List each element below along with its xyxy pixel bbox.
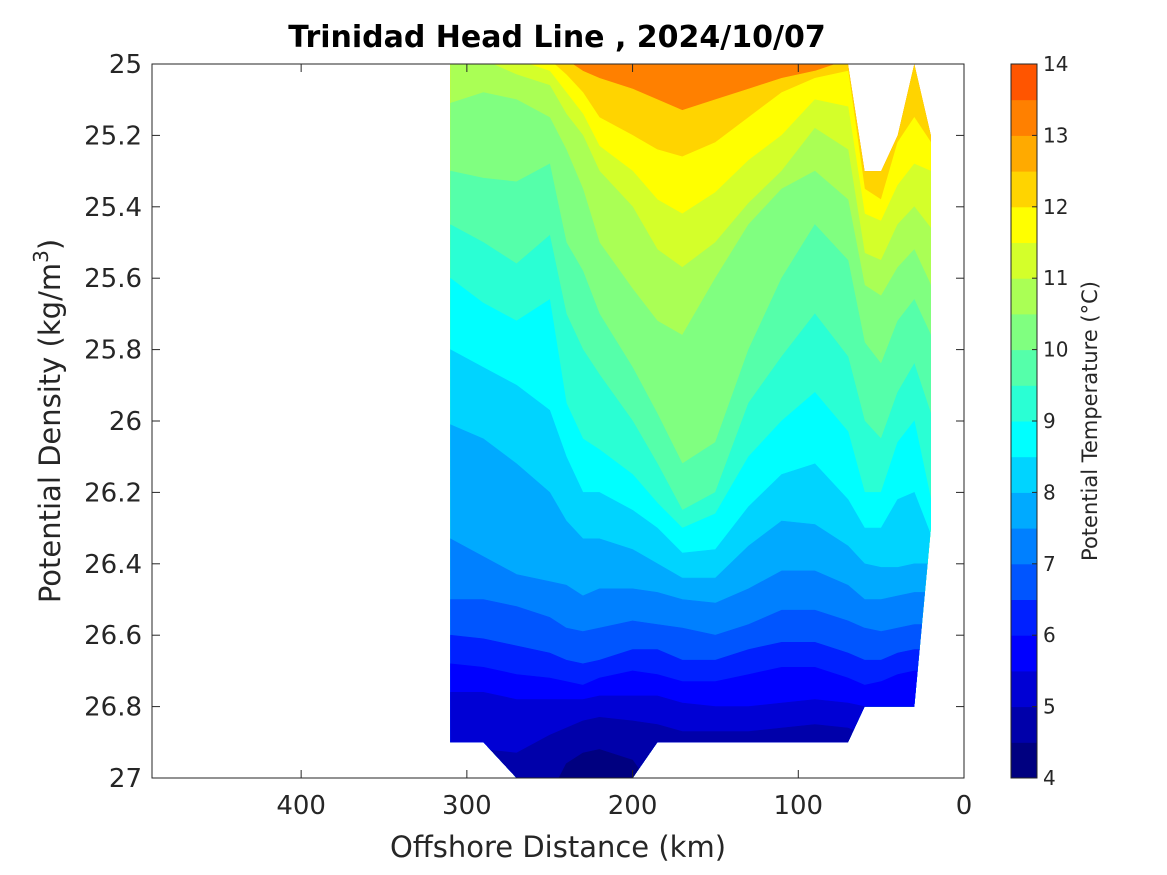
y-tick-label: 26.8: [84, 693, 142, 723]
y-tick-label: 25.8: [84, 336, 142, 366]
colorbar-segment: [1011, 242, 1037, 279]
x-axis-title: Offshore Distance (km): [390, 830, 726, 864]
colorbar-tick-label: 14: [1043, 52, 1068, 76]
colorbar-segment: [1011, 64, 1037, 101]
contour-bands: [450, 64, 931, 778]
colorbar-tick-label: 6: [1043, 623, 1056, 647]
x-tick-label: 200: [608, 791, 658, 821]
y-tick-label: 26.2: [84, 478, 142, 508]
colorbar-segment: [1011, 171, 1037, 208]
y-tick-label: 26: [109, 407, 142, 437]
colorbar-segment: [1011, 349, 1037, 386]
x-tick-label: 300: [442, 791, 492, 821]
colorbar-segment: [1011, 135, 1037, 172]
y-axis-title: Potential Density (kg/m3): [29, 239, 67, 603]
colorbar-segment: [1011, 635, 1037, 672]
colorbar-segment: [1011, 742, 1037, 779]
y-tick-label: 25.2: [84, 121, 142, 151]
colorbar-segment: [1011, 706, 1037, 743]
colorbar-title: Potential Temperature (°C): [1078, 281, 1102, 561]
y-axis-title-close: ): [33, 239, 67, 250]
x-axis: 400 300 200 100 0: [276, 64, 972, 821]
y-tick-label: 25.4: [84, 193, 142, 223]
y-axis-title-main: Potential Density (kg/m: [33, 263, 67, 603]
colorbar-segment: [1011, 421, 1037, 458]
colorbar-segment: [1011, 313, 1037, 351]
colorbar-tick-label: 10: [1043, 338, 1068, 362]
y-tick-label: 26.4: [84, 550, 142, 580]
chart-title: Trinidad Head Line , 2024/10/07: [288, 20, 825, 55]
y-axis-title-superscript: 3: [29, 250, 53, 263]
colorbar-tick-label: 12: [1043, 195, 1068, 219]
y-tick-label: 26.6: [84, 621, 142, 651]
colorbar-segment: [1011, 385, 1037, 422]
y-tick-label: 27: [109, 764, 142, 794]
colorbar-segment: [1011, 599, 1037, 636]
colorbar-tick-label: 13: [1043, 123, 1068, 147]
x-tick-label: 0: [956, 791, 973, 821]
colorbar-segment: [1011, 278, 1037, 315]
colorbar-tick-label: 5: [1043, 695, 1056, 719]
y-tick-label: 25: [109, 50, 142, 80]
colorbar-tick-label: 7: [1043, 552, 1056, 576]
x-tick-label: 100: [773, 791, 823, 821]
colorbar-segment: [1011, 99, 1037, 136]
colorbar: 4 5 6 7 8 9 10 11 12 13 14: [1010, 52, 1068, 790]
colorbar-segment: [1011, 670, 1037, 708]
colorbar-tick-label: 11: [1043, 266, 1068, 290]
colorbar-tick-label: 4: [1043, 766, 1056, 790]
colorbar-segment: [1011, 563, 1037, 600]
colorbar-segment: [1011, 492, 1037, 529]
colorbar-tick-label: 9: [1043, 409, 1056, 433]
colorbar-segment: [1011, 206, 1037, 243]
contour-band: [450, 749, 931, 778]
colorbar-tick-label: 8: [1043, 480, 1056, 504]
y-tick-label: 25.6: [84, 264, 142, 294]
colorbar-segment: [1011, 528, 1037, 565]
x-tick-label: 400: [276, 791, 326, 821]
colorbar-segment: [1011, 456, 1037, 493]
y-axis: 25 25.2 25.4 25.6 25.8 26 26.2 26.4 26.6 26.8 27: [84, 50, 964, 794]
